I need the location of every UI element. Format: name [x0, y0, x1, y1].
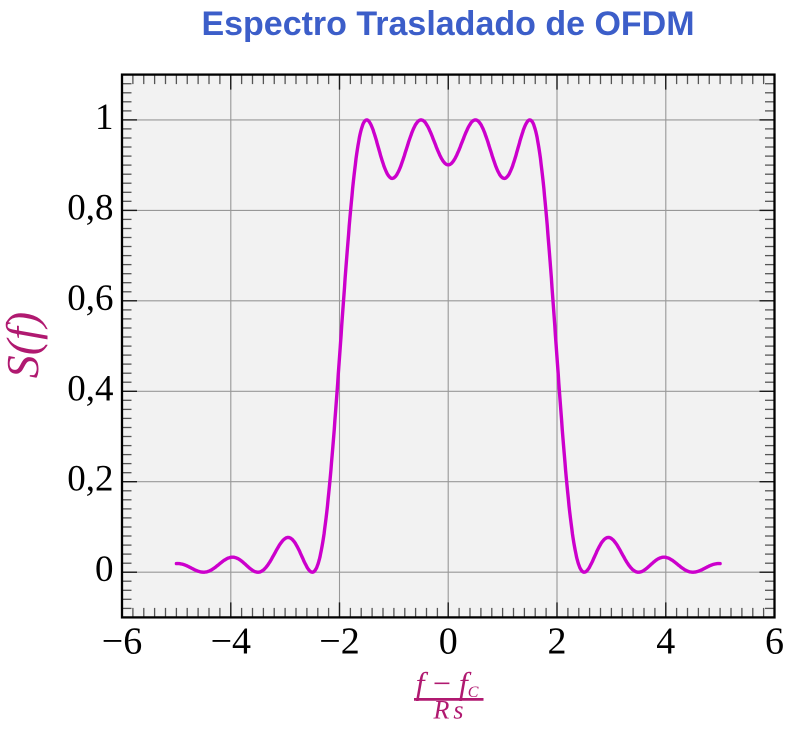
- svg-text:0,2: 0,2: [67, 459, 113, 500]
- svg-text:1: 1: [95, 97, 114, 138]
- svg-text:4: 4: [656, 621, 675, 663]
- svg-text:Rs: Rs: [433, 696, 468, 725]
- svg-text:0: 0: [439, 621, 458, 663]
- svg-text:0,4: 0,4: [67, 368, 113, 409]
- svg-text:−2: −2: [319, 621, 359, 663]
- svg-text:0,6: 0,6: [67, 278, 113, 319]
- svg-text:6: 6: [765, 621, 784, 663]
- svg-text:S(f): S(f): [0, 312, 48, 378]
- svg-text:0,8: 0,8: [67, 187, 113, 228]
- svg-text:−6: −6: [102, 621, 142, 663]
- svg-text:0: 0: [95, 549, 114, 590]
- svg-text:−4: −4: [211, 621, 251, 663]
- svg-text:2: 2: [548, 621, 567, 663]
- svg-text:Espectro Trasladado de OFDM: Espectro Trasladado de OFDM: [201, 5, 694, 43]
